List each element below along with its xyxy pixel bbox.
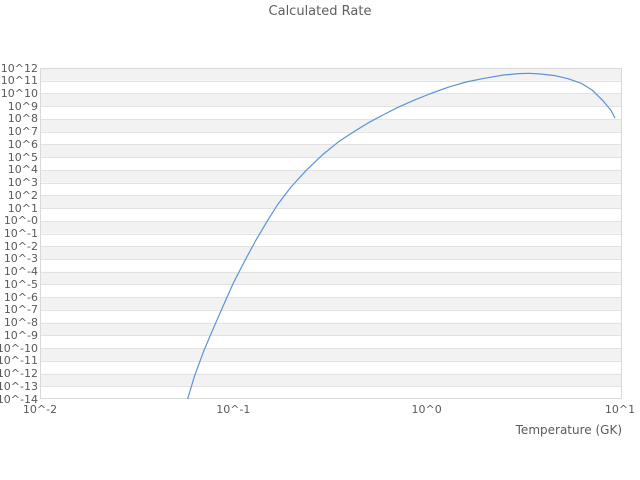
y-tick-label: 10^-9 bbox=[3, 328, 38, 342]
decade-band bbox=[40, 169, 622, 183]
y-tick-label: 10^-3 bbox=[3, 252, 38, 266]
x-tick-label: 10^-2 bbox=[22, 403, 58, 416]
decade-band bbox=[40, 68, 622, 81]
y-tick-label: 10^1 bbox=[7, 201, 38, 215]
decade-band bbox=[40, 246, 622, 259]
y-tick-label: 10^3 bbox=[7, 176, 38, 190]
y-tick-label: 10^-12 bbox=[0, 367, 38, 381]
y-tick-label: 10^-0 bbox=[3, 214, 38, 228]
decade-band bbox=[40, 297, 622, 310]
y-tick-label: 10^-13 bbox=[0, 379, 38, 393]
y-tick-label: 10^-11 bbox=[0, 354, 38, 368]
y-tick-label: 10^-10 bbox=[0, 341, 38, 355]
y-tick-label: 10^5 bbox=[7, 150, 38, 164]
y-tick-label: 10^2 bbox=[7, 188, 38, 202]
y-tick-label: 10^7 bbox=[7, 125, 38, 139]
y-tick-label: 10^4 bbox=[7, 163, 38, 177]
decade-band bbox=[40, 348, 622, 361]
decade-band bbox=[40, 144, 622, 158]
y-tick-label: 10^-1 bbox=[3, 227, 38, 240]
x-axis-title: Temperature (GK) bbox=[515, 423, 622, 437]
y-tick-label: 10^6 bbox=[7, 137, 38, 151]
y-tick-label: 10^11 bbox=[0, 74, 38, 88]
y-tick-label: 10^-2 bbox=[3, 239, 38, 253]
decade-band bbox=[40, 93, 622, 107]
decade-band bbox=[40, 118, 622, 132]
y-tick-label: 10^-8 bbox=[3, 316, 38, 330]
y-tick-label: 10^10 bbox=[0, 86, 38, 100]
rate-curve bbox=[187, 72, 616, 399]
y-tick-label: 10^-14 bbox=[0, 392, 38, 406]
y-tick-label: 10^-4 bbox=[3, 265, 38, 279]
plot-canvas bbox=[40, 68, 622, 399]
decade-band bbox=[40, 195, 622, 209]
x-tick-label: 10^1 bbox=[604, 403, 636, 416]
y-tick-label: 10^-6 bbox=[3, 290, 38, 304]
y-tick-label: 10^12 bbox=[0, 61, 38, 75]
y-tick-label: 10^8 bbox=[7, 112, 38, 126]
x-tick-label: 10^-1 bbox=[216, 403, 251, 416]
decade-band bbox=[40, 373, 622, 387]
chart-title: Calculated Rate bbox=[268, 4, 372, 19]
y-tick-label: 10^9 bbox=[7, 99, 38, 113]
y-tick-label: 10^-7 bbox=[3, 303, 38, 317]
decade-band bbox=[40, 271, 622, 285]
decade-band bbox=[40, 322, 622, 336]
plot-border bbox=[40, 68, 622, 399]
decade-band bbox=[40, 220, 622, 234]
x-tick-label: 10^0 bbox=[411, 403, 442, 416]
plot-area bbox=[40, 68, 622, 399]
y-tick-label: 10^-5 bbox=[3, 277, 38, 291]
